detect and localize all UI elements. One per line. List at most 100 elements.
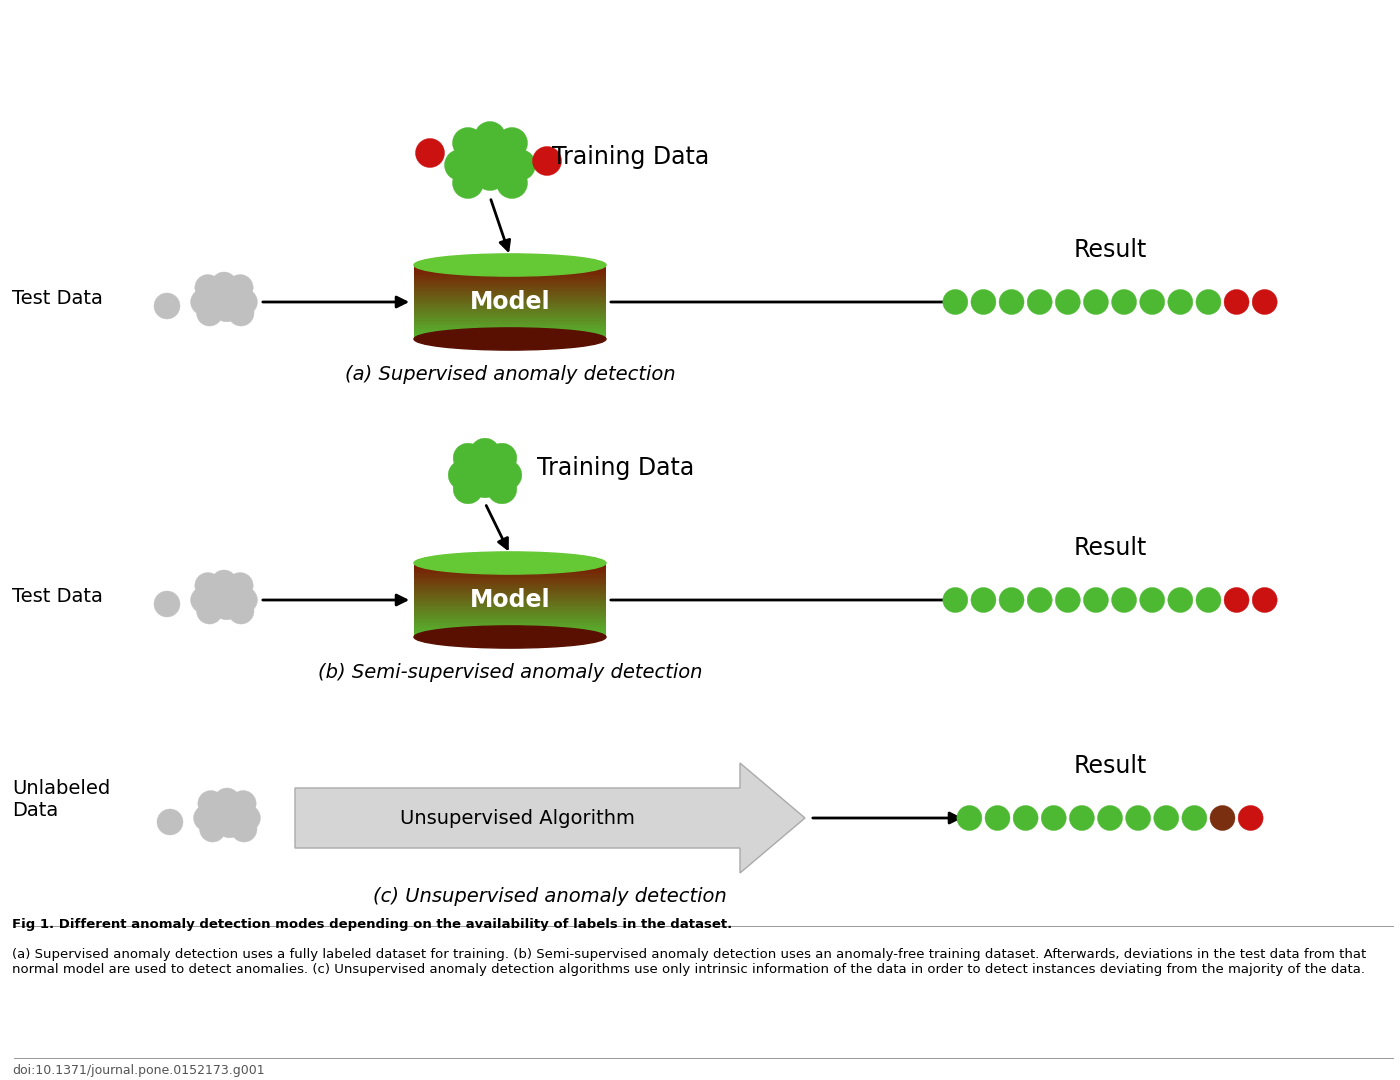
Bar	[414, 311, 606, 312]
Bar	[414, 312, 606, 313]
Circle shape	[497, 127, 528, 159]
Bar	[414, 598, 606, 600]
Circle shape	[231, 289, 258, 315]
Circle shape	[1056, 289, 1081, 314]
Bar	[414, 603, 606, 604]
Bar	[414, 294, 606, 295]
Circle shape	[470, 469, 500, 498]
Bar	[414, 308, 606, 309]
Text: Model: Model	[469, 588, 550, 612]
Circle shape	[956, 806, 981, 831]
Bar	[414, 302, 606, 303]
Circle shape	[493, 460, 522, 490]
Circle shape	[454, 474, 483, 503]
Bar	[414, 273, 606, 275]
Circle shape	[214, 594, 239, 620]
Bar	[414, 298, 606, 299]
Circle shape	[193, 805, 220, 831]
Bar	[414, 571, 606, 572]
Bar	[414, 609, 606, 610]
Text: Result: Result	[1074, 536, 1147, 561]
Circle shape	[1126, 806, 1151, 831]
Circle shape	[211, 272, 237, 298]
Bar	[414, 616, 606, 618]
Bar	[414, 326, 606, 328]
Bar	[414, 333, 606, 334]
Circle shape	[483, 153, 514, 185]
Circle shape	[228, 300, 253, 326]
Bar	[414, 325, 606, 326]
Bar	[414, 633, 606, 635]
Ellipse shape	[414, 552, 606, 575]
Bar	[414, 329, 606, 330]
Bar	[414, 306, 606, 307]
Circle shape	[200, 816, 225, 842]
Text: Result: Result	[1074, 754, 1147, 778]
Bar	[414, 615, 606, 616]
Bar	[414, 612, 606, 613]
Bar	[414, 602, 606, 603]
Text: Training Data: Training Data	[538, 456, 694, 480]
Bar	[414, 570, 606, 571]
Bar	[414, 605, 606, 606]
Bar	[414, 568, 606, 569]
Bar	[414, 321, 606, 322]
Bar	[414, 267, 606, 268]
Circle shape	[211, 570, 237, 596]
Bar	[414, 630, 606, 631]
Bar	[414, 299, 606, 300]
Bar	[414, 583, 606, 584]
Bar	[414, 330, 606, 332]
Text: (a) Supervised anomaly detection: (a) Supervised anomaly detection	[344, 365, 675, 383]
Bar	[414, 269, 606, 270]
Circle shape	[1238, 806, 1263, 831]
Bar	[414, 600, 606, 602]
Circle shape	[214, 788, 239, 814]
Circle shape	[463, 455, 493, 485]
Circle shape	[942, 588, 967, 612]
Circle shape	[972, 588, 995, 612]
Circle shape	[218, 583, 244, 609]
Bar	[414, 279, 606, 280]
Circle shape	[1210, 806, 1235, 831]
Text: Result: Result	[1074, 238, 1147, 262]
Bar	[414, 635, 606, 636]
Bar	[414, 322, 606, 323]
Bar	[414, 288, 606, 289]
Bar	[414, 621, 606, 622]
Bar	[414, 296, 606, 297]
Circle shape	[465, 141, 496, 173]
Circle shape	[1252, 588, 1277, 612]
Bar	[414, 318, 606, 320]
Circle shape	[475, 160, 505, 190]
Bar	[414, 581, 606, 583]
Bar	[414, 606, 606, 607]
Circle shape	[1028, 588, 1053, 612]
Text: Test Data: Test Data	[13, 586, 102, 606]
Ellipse shape	[414, 626, 606, 648]
Circle shape	[1070, 806, 1095, 831]
Circle shape	[1140, 289, 1165, 314]
Text: doi:10.1371/journal.pone.0152173.g001: doi:10.1371/journal.pone.0152173.g001	[13, 1064, 265, 1077]
Bar	[414, 586, 606, 588]
Circle shape	[195, 274, 221, 300]
Bar	[414, 597, 606, 598]
Bar	[414, 588, 606, 589]
Text: (b) Semi-supervised anomaly detection: (b) Semi-supervised anomaly detection	[318, 662, 703, 681]
Bar	[414, 636, 606, 637]
Circle shape	[972, 289, 995, 314]
Circle shape	[154, 591, 181, 617]
Circle shape	[196, 300, 223, 326]
Bar	[414, 309, 606, 311]
Bar	[414, 572, 606, 575]
Bar	[414, 567, 606, 568]
Bar	[414, 291, 606, 292]
Circle shape	[1224, 588, 1249, 612]
Text: Unsupervised Algorithm: Unsupervised Algorithm	[400, 809, 636, 827]
Bar	[414, 579, 606, 580]
Bar	[414, 620, 606, 621]
Bar	[414, 289, 606, 291]
Circle shape	[532, 147, 561, 175]
Circle shape	[448, 460, 477, 490]
Bar	[414, 320, 606, 321]
